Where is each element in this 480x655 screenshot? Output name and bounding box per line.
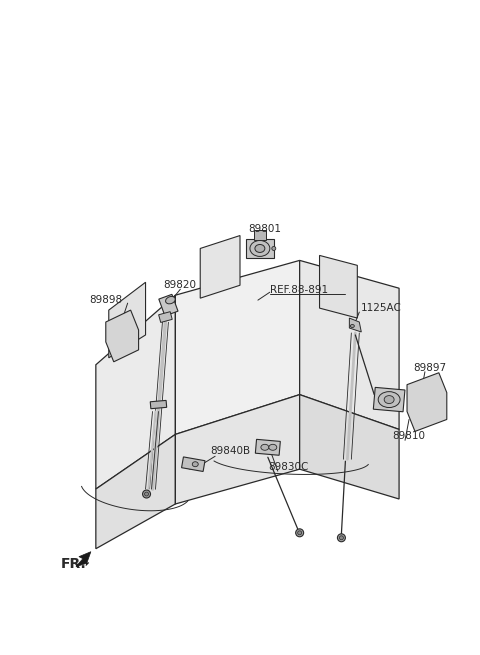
Bar (373, 387, 405, 412)
Polygon shape (300, 261, 399, 430)
Ellipse shape (192, 462, 198, 467)
Text: 89897: 89897 (413, 363, 446, 373)
Bar (246, 238, 274, 259)
Bar (159, 294, 178, 316)
Text: 89840B: 89840B (210, 446, 250, 457)
Bar (159, 312, 172, 322)
Ellipse shape (296, 529, 304, 537)
Ellipse shape (384, 396, 394, 403)
Ellipse shape (269, 444, 277, 450)
Text: 89830C: 89830C (268, 462, 308, 472)
Text: 89810: 89810 (392, 432, 425, 441)
Ellipse shape (298, 531, 301, 534)
Polygon shape (175, 394, 300, 504)
Text: 89801: 89801 (248, 223, 281, 234)
Polygon shape (175, 261, 300, 434)
Polygon shape (349, 318, 361, 332)
Polygon shape (200, 236, 240, 298)
Text: 89820: 89820 (164, 280, 196, 290)
Polygon shape (96, 434, 175, 549)
Ellipse shape (272, 246, 276, 250)
Ellipse shape (337, 534, 346, 542)
Ellipse shape (261, 444, 269, 450)
Bar (150, 400, 167, 409)
Ellipse shape (143, 490, 151, 498)
Bar (254, 229, 266, 240)
Polygon shape (320, 255, 357, 318)
Ellipse shape (378, 392, 400, 407)
Ellipse shape (255, 244, 265, 252)
Text: FR.: FR. (61, 557, 87, 571)
Ellipse shape (250, 240, 270, 256)
Ellipse shape (166, 297, 175, 304)
Ellipse shape (339, 536, 343, 540)
Text: REF.88-891: REF.88-891 (270, 285, 328, 295)
Ellipse shape (350, 324, 354, 328)
Bar (255, 440, 280, 455)
Polygon shape (407, 373, 447, 432)
Polygon shape (109, 282, 145, 358)
Text: 1125AC: 1125AC (361, 303, 402, 313)
Text: 89898: 89898 (89, 295, 122, 305)
Bar (181, 457, 205, 472)
Polygon shape (106, 310, 139, 362)
Polygon shape (96, 295, 175, 489)
Ellipse shape (144, 492, 148, 496)
Polygon shape (300, 394, 399, 499)
Polygon shape (76, 552, 91, 567)
